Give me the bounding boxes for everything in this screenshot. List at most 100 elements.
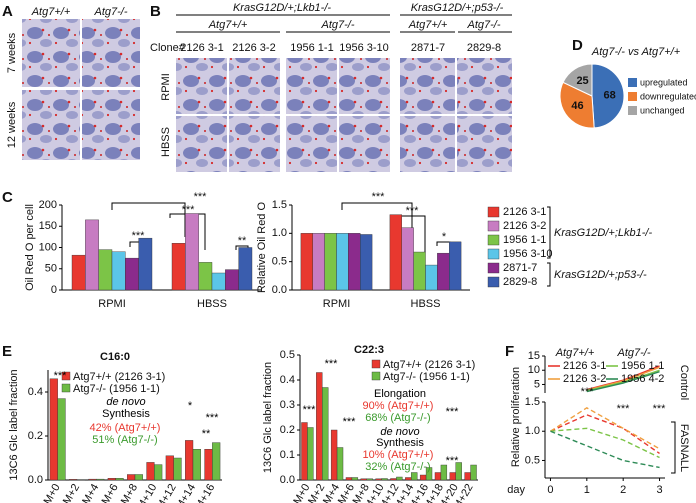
annotation: ***: [303, 404, 317, 416]
bar: [111, 251, 126, 291]
x-tick-label: RPMI: [98, 298, 126, 310]
legend-swatch: [61, 383, 71, 393]
y-tick-label: 0.5: [280, 349, 295, 361]
micrograph: [229, 116, 280, 172]
bar: [440, 464, 448, 481]
annotation: Elongation: [374, 388, 426, 400]
annotation: 42% (Atg7+/+): [90, 422, 161, 434]
micrograph: [400, 116, 455, 172]
micrograph: [229, 58, 280, 114]
bar: [330, 429, 338, 481]
bar: [413, 251, 426, 291]
genotype-label: KrasG12D/+;p53-/-: [411, 2, 504, 14]
line: [550, 407, 660, 450]
y-tick-label: 0.4: [28, 386, 43, 398]
x-tick-label: RPMI: [323, 298, 351, 310]
annotation: 51% (Atg7-/-): [92, 434, 157, 446]
y-tick-label: 0.5: [525, 454, 540, 466]
bar: [165, 455, 174, 481]
bar: [85, 219, 99, 291]
panel-letter: D: [572, 37, 583, 54]
column-label: Atg7-/-: [93, 6, 127, 18]
x-tick-label: M+14: [174, 482, 198, 503]
legend-swatch: [487, 220, 500, 232]
bar: [390, 478, 397, 481]
clone-id: 1956 1-1: [290, 42, 333, 54]
bar: [375, 478, 382, 481]
annotation: de novo: [380, 426, 419, 438]
y-axis-label: 13C6 Glc label fraction: [8, 369, 20, 480]
bar: [336, 447, 344, 481]
x-tick-label: M+12: [154, 482, 178, 503]
y-tick-label: 0.2: [280, 424, 295, 436]
line: [550, 427, 660, 459]
bar: [449, 241, 462, 291]
bar: [316, 372, 323, 481]
annotation: **: [238, 235, 247, 247]
bar: [57, 398, 66, 481]
legend-label: Atg7+/+ (2126 3-1): [383, 359, 475, 371]
bar: [107, 478, 116, 481]
bar: [348, 233, 361, 291]
panel-letter: B: [150, 3, 161, 20]
micrograph: [400, 58, 455, 114]
legend-label: downregulated: [640, 91, 696, 101]
micrograph: [22, 19, 80, 87]
slice-label: 25: [576, 75, 588, 87]
micrograph: [82, 90, 140, 160]
bar: [336, 233, 349, 291]
clone-id: 2871-7: [411, 42, 445, 54]
annotation: 32% (Atg7-/-): [365, 461, 430, 473]
legend-label: 2829-8: [503, 276, 537, 288]
panel-side-label: Control: [678, 365, 690, 400]
x-tick-label: 3: [656, 484, 662, 496]
micrograph: [339, 116, 390, 172]
y-tick-label: 150: [39, 220, 57, 232]
legend-swatch: [487, 248, 500, 260]
micrograph: [457, 116, 512, 172]
clone-id: 1956 3-10: [339, 42, 389, 54]
clone-label: Clone#: [150, 42, 186, 54]
legend-swatch: [487, 276, 500, 288]
y-tick-label: 5: [534, 378, 540, 390]
annotation: *: [188, 400, 193, 412]
bar: [307, 427, 314, 481]
bar: [360, 478, 367, 481]
bar: [301, 422, 308, 481]
legend-label: 1956 3-10: [503, 248, 553, 260]
legend-bracket: [547, 206, 551, 259]
line: [586, 366, 660, 391]
bar: [449, 472, 456, 481]
atg7-label: Atg7+/+: [208, 19, 248, 31]
x-tick-label: 2: [620, 484, 626, 496]
line: [586, 370, 660, 393]
legend-swatch: [487, 206, 500, 218]
y-tick-label: 100: [39, 241, 57, 253]
annotation: ***: [406, 205, 420, 217]
bar: [351, 477, 359, 481]
chart-title: Atg7-/- vs Atg7+/+: [591, 46, 681, 58]
clone-id: 2126 3-2: [232, 42, 275, 54]
annotation: ***: [182, 204, 196, 216]
x-tick-label: 0: [547, 484, 553, 496]
bar: [389, 214, 402, 291]
annotation: 68% (Atg7-/-): [365, 412, 430, 424]
x-tick-label: 1: [584, 484, 590, 496]
slice-label: 68: [603, 89, 615, 101]
legend-group: Atg7-/-: [616, 347, 650, 359]
x-tick-label: M+6: [100, 482, 121, 503]
annotation: ***: [206, 412, 220, 424]
legend-label: unchanged: [640, 105, 685, 115]
y-tick-label: 0.1: [280, 449, 295, 461]
bar: [411, 472, 418, 481]
atg7-label: Atg7-/-: [466, 19, 500, 31]
y-tick-label: 0.0: [28, 474, 43, 486]
y-tick-label: 50: [45, 263, 57, 275]
bar: [146, 462, 155, 481]
legend-label: 2871-7: [503, 262, 537, 274]
column-label: Atg7+/+: [31, 6, 71, 18]
x-axis-label: day: [507, 484, 525, 496]
y-tick-label: 0.2: [28, 430, 43, 442]
clone-id: 2829-8: [467, 42, 501, 54]
